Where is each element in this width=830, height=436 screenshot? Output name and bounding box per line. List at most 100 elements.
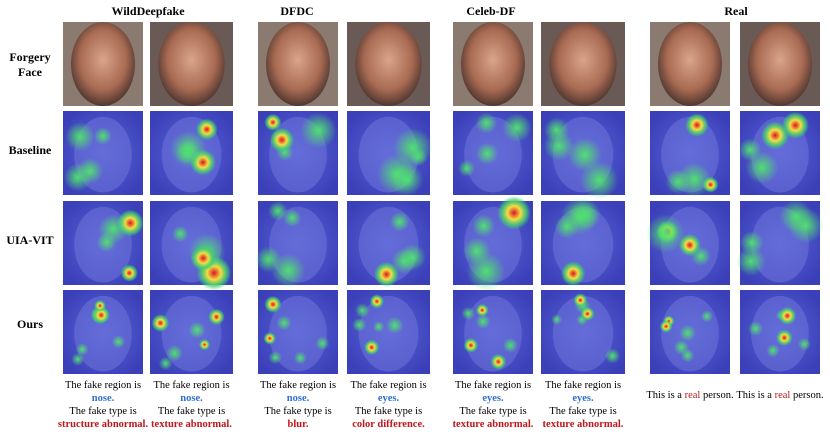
heatmap-blob <box>502 337 518 353</box>
caption-line: nose. <box>248 392 348 405</box>
caption-line: The fake region is <box>153 380 230 391</box>
heatmap-blob <box>797 337 811 351</box>
fake-region: nose. <box>286 393 310 404</box>
fake-region: eyes. <box>377 393 400 404</box>
heatmap-blob <box>269 127 295 153</box>
heatmap-image <box>552 295 614 372</box>
caption-line: color difference. <box>339 418 439 431</box>
heatmap-blob <box>151 314 170 332</box>
heatmap-blob <box>352 317 367 332</box>
face-image <box>355 22 422 106</box>
heatmap-blob <box>263 332 276 345</box>
caption-line: The fake type is <box>354 406 423 417</box>
real-label: real <box>684 390 701 401</box>
heatmap-blob <box>738 138 762 162</box>
caption-line: texture abnormal. <box>142 418 242 431</box>
heatmap-blob <box>490 353 507 370</box>
heatmap-blob <box>71 352 85 366</box>
heatmap-blob <box>659 320 673 333</box>
caption-line: blur. <box>248 418 348 431</box>
heatmap-blob <box>497 196 531 230</box>
heatmap-image <box>269 295 327 372</box>
heatmap-blob <box>543 117 570 143</box>
heatmap-blob <box>560 261 586 286</box>
fake-type: blur. <box>287 419 309 430</box>
heatmap-blob <box>166 344 183 362</box>
heatmap-blob <box>158 356 173 371</box>
heatmap-blob <box>300 112 337 149</box>
caption-line: The fake type is <box>549 406 617 417</box>
row-label: Ours <box>16 317 43 331</box>
caption: This is a real person. <box>730 389 830 402</box>
heatmap-blob <box>399 243 426 271</box>
column-header: Celeb-DF <box>466 4 516 18</box>
heatmap-blob <box>195 118 218 141</box>
heatmap-blob <box>747 321 764 337</box>
heatmap-blob <box>680 348 695 363</box>
heatmap-blob <box>409 147 428 166</box>
face-image <box>461 22 525 106</box>
fake-region: eyes. <box>572 393 594 404</box>
heatmap-blob <box>75 343 89 356</box>
heatmap-blob <box>188 321 206 339</box>
heatmap-blob <box>502 113 532 143</box>
heatmap-blob <box>788 208 824 244</box>
heatmap-blob <box>475 314 491 329</box>
caption-line: The fake region is <box>350 380 427 391</box>
caption-line: eyes. <box>339 392 439 405</box>
heatmap-blob <box>377 154 417 194</box>
heatmap-blob <box>268 201 288 221</box>
heatmap-blob <box>170 131 207 168</box>
heatmap-blob <box>283 208 302 228</box>
heatmap-blob <box>111 335 126 349</box>
heatmap-blob <box>646 214 685 253</box>
heatmap-blob <box>678 234 701 257</box>
heatmap-blob <box>463 338 479 353</box>
row-label: Baseline <box>8 143 52 157</box>
caption-line: structure abnormal. <box>53 418 153 431</box>
heatmap-blob <box>466 252 506 291</box>
heatmap-image <box>74 295 132 372</box>
caption-text: person. <box>792 390 824 401</box>
heatmap-blob <box>386 316 404 334</box>
heatmap-blob <box>364 339 380 355</box>
heatmap-blob <box>198 339 211 351</box>
heatmap-blob <box>373 261 399 287</box>
heatmap-blob <box>736 246 766 276</box>
heatmap-blob <box>475 112 498 134</box>
heatmap-blob <box>268 350 282 365</box>
heatmap-blob <box>65 121 95 152</box>
heatmap-blob <box>293 351 307 365</box>
heatmap-blob <box>604 348 621 364</box>
caption-line: nose. <box>142 392 242 405</box>
row-label: Forgery Face <box>9 50 51 79</box>
face-image <box>658 22 722 106</box>
heatmap-blob <box>458 160 475 177</box>
heatmap-blob <box>570 198 601 230</box>
heatmap-blob <box>475 303 489 317</box>
row-label: UIA-VIT <box>6 233 54 247</box>
heatmap-blob <box>93 127 112 145</box>
face-image <box>549 22 617 106</box>
heatmap-blob <box>573 293 588 308</box>
fake-region: eyes. <box>482 393 504 404</box>
caption: The fake region is nose. The fake type is b… <box>248 379 348 431</box>
caption-line: texture abnormal. <box>533 418 633 431</box>
caption-line: The fake region is <box>454 380 532 391</box>
face-image <box>266 22 330 106</box>
heatmap-blob <box>685 113 709 137</box>
real-label: real <box>774 390 791 401</box>
heatmap-blob <box>315 336 330 351</box>
caption-line: The fake region is <box>544 380 622 391</box>
column-header: Real <box>724 4 748 18</box>
heatmap-blob <box>77 158 103 184</box>
caption: The fake region is nose. The fake type is t… <box>142 379 242 431</box>
heatmap-blob <box>264 295 282 313</box>
column-header: DFDC <box>280 4 314 18</box>
face-image <box>71 22 135 106</box>
heatmap-blob <box>372 320 385 333</box>
fake-type: texture abnormal. <box>151 419 232 430</box>
heatmap-blob <box>208 308 225 326</box>
caption-line: The fake type is <box>459 406 527 417</box>
